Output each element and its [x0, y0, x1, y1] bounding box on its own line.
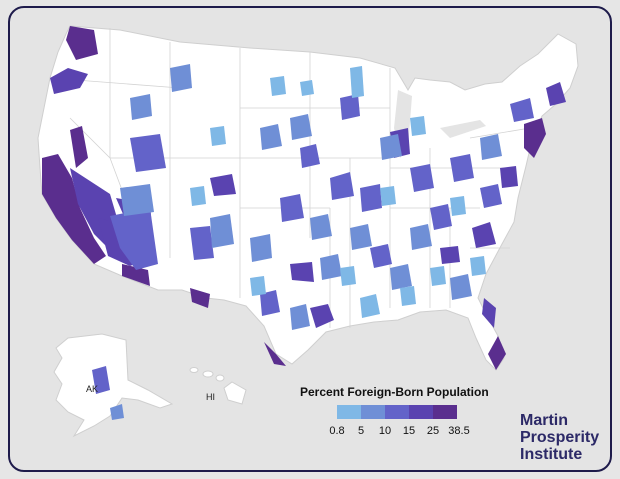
legend-tick: 5	[357, 425, 365, 437]
alaska	[53, 333, 174, 438]
legend-color-bar	[337, 405, 457, 419]
county-high-west	[42, 26, 546, 370]
legend-swatch	[385, 405, 409, 419]
map-frame: AK HI Percent Foreign-Born Population 0.…	[8, 6, 612, 472]
legend-tick: 38.5	[448, 425, 470, 437]
legend-tick: 25	[426, 425, 440, 437]
hawaii-label: HI	[206, 392, 215, 402]
brand-line: Prosperity	[520, 429, 600, 446]
legend-ticks: 0.8 5 10 15 25 38.5	[328, 425, 478, 439]
legend-tick: 15	[402, 425, 416, 437]
alaska-label: AK	[86, 384, 98, 394]
legend-swatch	[361, 405, 385, 419]
county-low-mid	[110, 64, 502, 420]
us-map: AK HI	[37, 25, 579, 438]
brand-line: Institute	[520, 446, 583, 463]
legend-swatch	[409, 405, 433, 419]
legend-tick: 0.8	[329, 425, 345, 437]
hawaii	[189, 367, 247, 405]
brand-line: Martin	[520, 412, 568, 429]
lake-erie	[440, 120, 486, 138]
county-low	[190, 66, 486, 318]
legend-swatch	[433, 405, 457, 419]
legend-title: Percent Foreign-Born Population	[300, 385, 489, 399]
martin-prosperity-logo: Martin Prosperity Institute	[520, 412, 599, 463]
legend-tick: 10	[378, 425, 392, 437]
legend-swatch	[337, 405, 361, 419]
county-mid	[92, 94, 534, 394]
